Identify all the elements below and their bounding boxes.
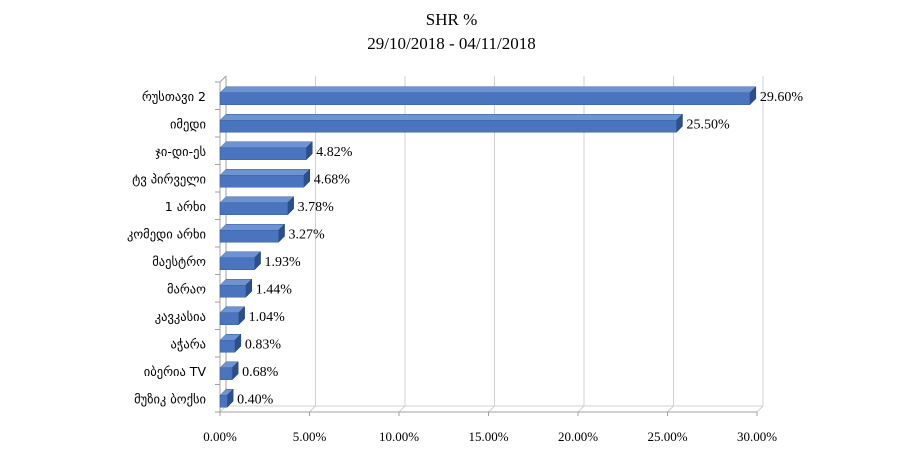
category-label: მუზიკ ბოქსი (134, 391, 206, 406)
category-label: ტვ პირველი (132, 171, 206, 186)
gridline-floor (488, 405, 495, 413)
bar (219, 340, 236, 353)
category-label: კავკასია (155, 309, 206, 324)
bar-top (219, 251, 262, 258)
data-label: 0.68% (242, 365, 279, 380)
bar (219, 285, 247, 298)
bar (219, 312, 239, 325)
bar (219, 92, 751, 105)
data-label: 1.44% (256, 282, 293, 297)
bar-top (219, 114, 684, 121)
category-label: იმედი (170, 116, 206, 131)
x-tick-label: 30.00% (737, 429, 777, 444)
bar (219, 257, 255, 270)
data-label: 3.78% (298, 200, 335, 215)
bar-top (219, 86, 757, 93)
category-label: იბერია TV (144, 364, 207, 379)
gridline-floor (398, 405, 406, 413)
bar (219, 147, 307, 160)
data-label: 4.82% (316, 145, 353, 160)
bar (219, 367, 233, 380)
chart-subtitle: 29/10/2018 - 04/11/2018 (367, 34, 536, 53)
data-label: 1.93% (265, 255, 302, 270)
bar (219, 175, 305, 188)
category-label: კომედი არხი (127, 226, 206, 241)
bar-top (219, 169, 311, 176)
x-tick-label: 5.00% (293, 429, 327, 444)
category-label: მარაო (167, 281, 206, 296)
x-tick-label: 15.00% (468, 429, 508, 444)
gridline-floor (309, 405, 316, 413)
bar (219, 202, 288, 215)
bar (219, 120, 677, 133)
chart-title: SHR % (425, 10, 478, 29)
data-label: 4.68% (314, 172, 351, 187)
data-label: 29.60% (760, 90, 804, 105)
bar (219, 230, 279, 243)
data-label: 1.04% (249, 310, 286, 325)
chart-title-block: SHR % 29/10/2018 - 04/11/2018 (0, 8, 903, 56)
category-label: ჯი-დი-ეს (155, 144, 206, 159)
bar-top (219, 224, 286, 231)
gridline-floor (756, 405, 764, 413)
category-label: რუსთავი 2 (142, 89, 206, 104)
y-axis-wall-top (219, 75, 227, 83)
category-label: მაესტრო (152, 254, 206, 269)
gridline-floor (667, 405, 674, 413)
data-label: 0.83% (245, 337, 282, 352)
bar (219, 395, 228, 408)
data-label: 0.40% (237, 392, 274, 407)
category-label: 1 არხი (165, 199, 206, 214)
bar-top (219, 141, 313, 148)
data-label: 25.50% (686, 117, 730, 132)
category-label: აჭარა (171, 336, 207, 351)
data-label: 3.27% (289, 227, 326, 242)
gridline-floor (577, 405, 585, 413)
x-tick-label: 25.00% (647, 429, 687, 444)
x-tick-label: 0.00% (203, 429, 237, 444)
x-tick-label: 20.00% (558, 429, 598, 444)
x-tick-label: 10.00% (379, 429, 419, 444)
bar-top (219, 196, 295, 203)
